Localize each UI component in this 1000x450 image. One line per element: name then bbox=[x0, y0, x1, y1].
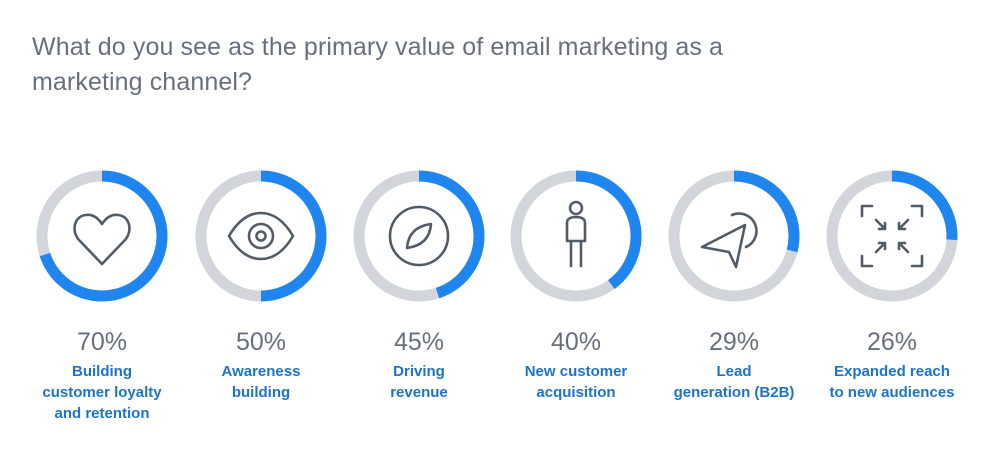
stat-label: New customer acquisition bbox=[496, 361, 656, 403]
donut-chart bbox=[353, 170, 485, 302]
stat-item: 45% Driving revenue bbox=[339, 168, 499, 403]
donut-row: 70% Building customer loyalty and retent… bbox=[0, 168, 1000, 438]
donut-arc bbox=[39, 170, 168, 302]
label-line: building bbox=[231, 384, 291, 401]
stat-percent: 26% bbox=[866, 328, 918, 356]
label-line: New customer bbox=[524, 363, 628, 380]
label-line: generation (B2B) bbox=[673, 384, 795, 401]
expand-icon bbox=[860, 204, 924, 268]
label-line: revenue bbox=[390, 384, 448, 401]
stat-percent: 70% bbox=[76, 328, 128, 356]
compass-icon bbox=[388, 205, 450, 267]
donut-chart bbox=[826, 170, 958, 302]
stat-label: Expanded reach to new audiences bbox=[812, 361, 972, 403]
chart-title: What do you see as the primary value of … bbox=[32, 33, 724, 96]
stat-item: 26% Expanded reach to new audiences bbox=[812, 168, 972, 403]
stat-percent: 29% bbox=[708, 328, 760, 356]
donut-arc bbox=[418, 170, 485, 299]
label-line: customer loyalty bbox=[42, 384, 162, 401]
stat-percent: 40% bbox=[550, 328, 602, 356]
stat-label: Lead generation (B2B) bbox=[654, 361, 814, 403]
donut-arc bbox=[260, 170, 327, 302]
person-icon bbox=[565, 200, 587, 268]
donut-chart bbox=[510, 170, 642, 302]
label-line: acquisition bbox=[536, 384, 616, 401]
stat-item: 40% New customer acquisition bbox=[496, 168, 656, 403]
stat-label: Awareness building bbox=[181, 361, 341, 403]
stat-item: 29% Lead generation (B2B) bbox=[654, 168, 814, 403]
donut-chart bbox=[668, 170, 800, 302]
donut-arc bbox=[891, 170, 958, 241]
label-line: and retention bbox=[54, 405, 150, 422]
label-line: Expanded reach bbox=[834, 363, 950, 380]
donut-arc bbox=[575, 170, 642, 289]
cursor-icon bbox=[700, 212, 758, 269]
stat-item: 70% Building customer loyalty and retent… bbox=[22, 168, 182, 424]
eye-icon bbox=[227, 211, 295, 261]
heart-icon bbox=[73, 213, 131, 266]
label-line: Driving bbox=[393, 363, 445, 380]
donut-arc bbox=[733, 170, 800, 253]
stat-label: Building customer loyalty and retention bbox=[22, 361, 182, 424]
stat-percent: 45% bbox=[393, 328, 445, 356]
label-line: to new audiences bbox=[829, 384, 955, 401]
label-line: Awareness bbox=[221, 363, 301, 380]
label-line: Building bbox=[72, 363, 132, 380]
label-line: Lead bbox=[716, 363, 752, 380]
donut-chart bbox=[36, 170, 168, 302]
stat-percent: 50% bbox=[235, 328, 287, 356]
stat-item: 50% Awareness building bbox=[181, 168, 341, 403]
donut-chart bbox=[195, 170, 327, 302]
stat-label: Driving revenue bbox=[339, 361, 499, 403]
